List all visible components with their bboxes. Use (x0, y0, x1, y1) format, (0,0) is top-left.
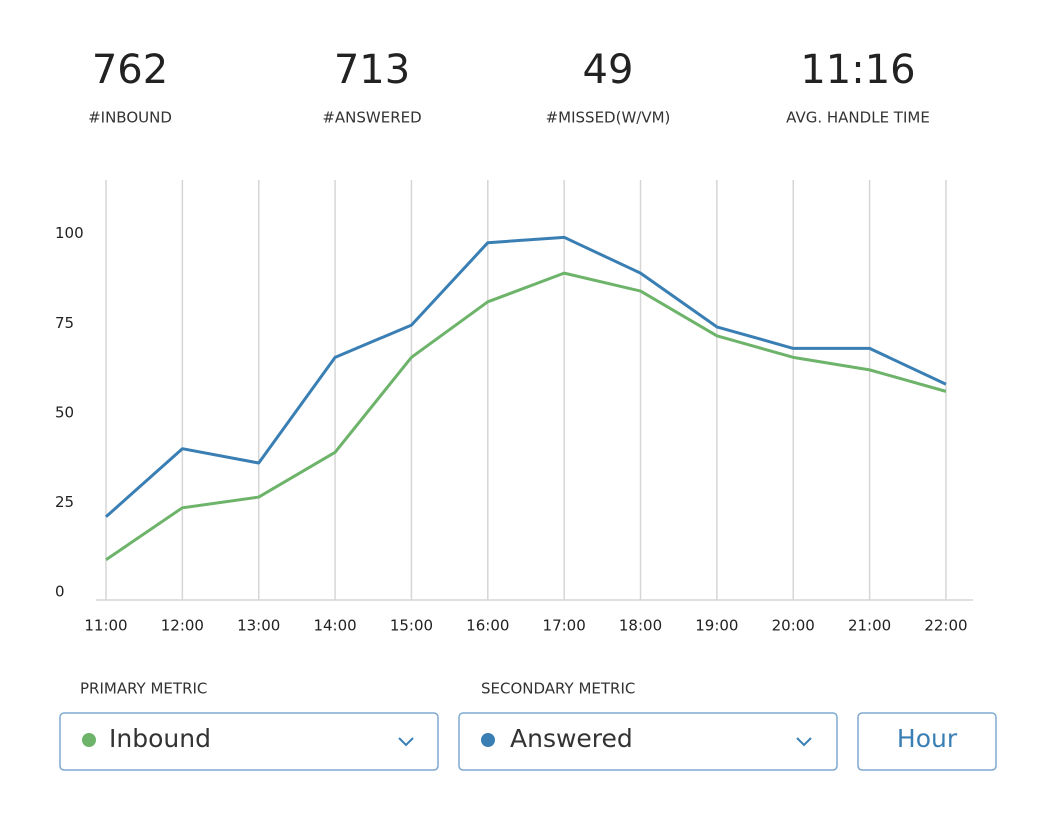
series-line (105, 235, 947, 518)
legend-dot (481, 733, 495, 747)
chevron (796, 737, 812, 747)
x-tick-label: 20:00 (772, 617, 815, 635)
x-tick-label: 22:00 (924, 617, 967, 635)
legend-dot (82, 733, 96, 747)
stat-label: #INBOUND (88, 109, 172, 127)
dropdown-value: Inbound (109, 724, 211, 753)
x-tick-label: 16:00 (466, 617, 509, 635)
x-tick-label: 21:00 (848, 617, 891, 635)
x-tick-label: 19:00 (695, 617, 738, 635)
y-tick-label: 25 (55, 493, 74, 511)
button-label[interactable]: Hour (897, 724, 958, 753)
y-tick-label: 75 (55, 314, 74, 332)
controls: PRIMARY METRIC SECONDARY METRIC Inbound … (59, 680, 997, 771)
stat-label: AVG. HANDLE TIME (786, 109, 930, 127)
stat-value: 762 (92, 47, 168, 93)
secondary-dropdown[interactable]: Answered (458, 712, 838, 771)
x-tick-label: 12:00 (161, 617, 204, 635)
stat-value: 49 (583, 47, 634, 93)
stat-value: 11:16 (800, 47, 915, 93)
y-tick-label: 100 (55, 224, 84, 242)
hour-button[interactable]: Hour (857, 712, 997, 771)
stat-value: 713 (334, 47, 410, 93)
x-tick-label: 13:00 (237, 617, 280, 635)
series-line (105, 271, 947, 561)
x-tick-label: 11:00 (84, 617, 127, 635)
x-tick-label: 15:00 (390, 617, 433, 635)
primary-dropdown[interactable]: Inbound (59, 712, 439, 771)
dropdown-value: Answered (510, 724, 633, 753)
button-box[interactable] (857, 712, 997, 771)
x-tick-label: 17:00 (543, 617, 586, 635)
x-tick-label: 18:00 (619, 617, 662, 635)
control-label: SECONDARY METRIC (481, 680, 635, 698)
chart: 11:00 12:00 13:00 14:00 15:00 16:00 17:00 18:00… (55, 180, 973, 635)
stats: 762 #INBOUND 713 #ANSWERED 49 #MISSED(W/… (88, 47, 930, 127)
y-tick-label: 50 (55, 403, 74, 421)
dropdown-box[interactable] (458, 712, 838, 771)
control-label: PRIMARY METRIC (80, 680, 207, 698)
chevron (398, 737, 414, 747)
dropdown-box[interactable] (59, 712, 439, 771)
x-tick-label: 14:00 (313, 617, 356, 635)
y-tick-label: 0 (55, 583, 65, 601)
stat-label: #MISSED(W/VM) (546, 109, 671, 127)
stat-label: #ANSWERED (322, 109, 421, 127)
